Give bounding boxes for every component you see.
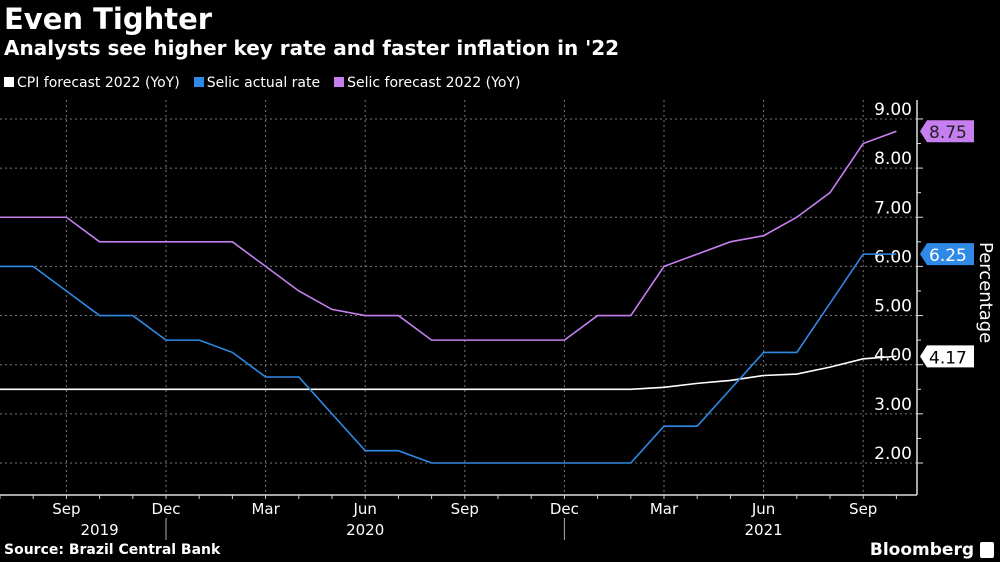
legend: CPI forecast 2022 (YoY) Selic actual rat… bbox=[4, 75, 520, 91]
y-tick-label: 4.00 bbox=[874, 346, 912, 366]
x-tick-label: Jun bbox=[751, 500, 775, 518]
series-line-1 bbox=[0, 253, 897, 464]
x-tick-label: Sep bbox=[52, 500, 80, 518]
chart-title: Even Tighter bbox=[4, 2, 213, 36]
y-axis-label: Percentage bbox=[975, 242, 996, 343]
x-tick-label: Mar bbox=[650, 500, 679, 518]
last-value-badge bbox=[920, 120, 974, 143]
legend-item-selic-actual: Selic actual rate bbox=[193, 75, 321, 91]
legend-swatch bbox=[4, 77, 14, 87]
y-tick-label: 3.00 bbox=[874, 395, 912, 415]
chart-subtitle: Analysts see higher key rate and faster … bbox=[4, 36, 620, 60]
legend-item-cpi: CPI forecast 2022 (YoY) bbox=[4, 75, 180, 91]
last-value-label: 8.75 bbox=[929, 123, 967, 143]
x-tick-label: Sep bbox=[849, 500, 877, 518]
x-year-label: 2021 bbox=[745, 521, 783, 539]
bloomberg-logo: Bloomberg bbox=[869, 540, 974, 560]
x-year-label: 2020 bbox=[346, 521, 384, 539]
x-tick-label: Jun bbox=[352, 500, 376, 518]
x-tick-label: Mar bbox=[251, 500, 280, 518]
legend-label: CPI forecast 2022 (YoY) bbox=[17, 75, 180, 91]
bloomberg-terminal-icon bbox=[980, 542, 994, 558]
legend-swatch bbox=[193, 77, 204, 87]
source-note: Source: Brazil Central Bank bbox=[4, 542, 221, 558]
x-tick-label: Dec bbox=[550, 500, 579, 518]
legend-label: Selic forecast 2022 (YoY) bbox=[347, 75, 521, 91]
y-tick-label: 5.00 bbox=[874, 297, 912, 317]
y-tick-label: 8.00 bbox=[874, 149, 912, 169]
y-tick-label: 6.00 bbox=[874, 247, 912, 267]
y-tick-label: 7.00 bbox=[874, 198, 912, 218]
y-tick-label: 2.00 bbox=[874, 444, 912, 464]
last-value-label: 4.17 bbox=[929, 348, 967, 368]
last-value-label: 6.25 bbox=[929, 246, 967, 266]
legend-item-selic-forecast: Selic forecast 2022 (YoY) bbox=[334, 75, 520, 91]
series-line-2 bbox=[0, 130, 897, 341]
x-year-label: 2019 bbox=[81, 521, 119, 539]
x-tick-label: Dec bbox=[151, 500, 180, 518]
last-value-badge bbox=[920, 243, 974, 266]
x-tick-label: Sep bbox=[451, 500, 479, 518]
last-value-badge bbox=[920, 345, 974, 368]
series-line-0 bbox=[0, 355, 897, 391]
legend-swatch bbox=[334, 77, 345, 87]
y-tick-label: 9.00 bbox=[874, 100, 912, 120]
legend-label: Selic actual rate bbox=[206, 75, 321, 91]
